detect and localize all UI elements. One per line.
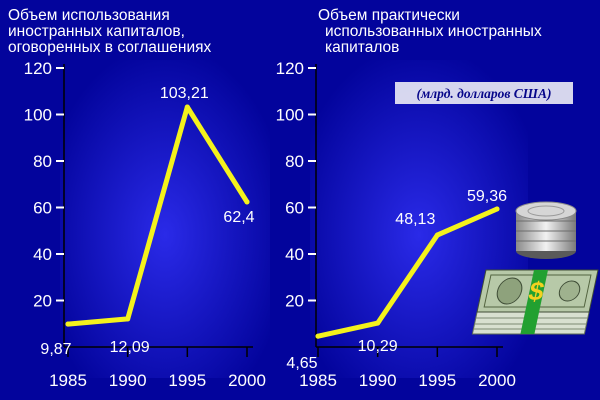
y-tick-label: 120 — [24, 59, 52, 78]
data-point — [125, 316, 131, 322]
left-chart-title-line-3: оговоренных в соглашениях — [8, 39, 212, 56]
right-chart-title-line-3: капиталов — [325, 39, 399, 56]
x-tick-label: 1990 — [359, 371, 397, 390]
x-tick-label: 1985 — [49, 371, 87, 390]
right-series: 4,65 10,29 48,13 59,36 — [286, 188, 507, 372]
svg-text:$: $ — [526, 276, 547, 306]
coin-stack-icon — [515, 201, 577, 259]
cash-bundle-icon: $ — [471, 269, 599, 335]
x-tick-label: 1995 — [418, 371, 456, 390]
unit-note: (млрд. долларов США) — [395, 82, 573, 104]
right-axes: 20 40 60 80 100 120 1985 1990 1995 2000 — [276, 59, 516, 390]
y-tick-label: 40 — [285, 245, 304, 264]
data-label: 4,65 — [286, 355, 317, 372]
left-chart: Объем использования иностранных капитало… — [8, 7, 270, 390]
left-series: 9,87 12,09 103,21 62,4 — [40, 85, 254, 358]
data-point — [494, 206, 500, 212]
data-label: 62,4 — [223, 209, 254, 226]
data-label: 48,13 — [395, 211, 435, 228]
x-tick-label: 2000 — [228, 371, 266, 390]
data-point — [315, 333, 321, 339]
series-line — [315, 206, 500, 339]
y-tick-label: 100 — [24, 106, 52, 125]
y-tick-label: 60 — [285, 199, 304, 218]
data-label: 12,09 — [110, 339, 150, 356]
data-point — [244, 199, 250, 205]
y-tick-label: 80 — [285, 152, 304, 171]
data-label: 10,29 — [358, 338, 398, 355]
left-axes: 20 40 60 80 100 120 1985 1990 1995 2000 — [24, 59, 266, 390]
data-point — [65, 321, 71, 327]
right-chart-title-line-1: Объем практически — [318, 7, 460, 24]
data-point — [434, 232, 440, 238]
unit-note-text: (млрд. долларов США) — [416, 86, 551, 101]
data-label: 9,87 — [40, 341, 71, 358]
unit-note-box — [395, 82, 573, 104]
x-tick-label: 1985 — [299, 371, 337, 390]
data-label: 59,36 — [467, 188, 507, 205]
x-tick-label: 2000 — [478, 371, 516, 390]
x-tick-label: 1995 — [168, 371, 206, 390]
y-tick-label: 80 — [33, 152, 52, 171]
right-chart-title-line-2: использованных иностранных — [325, 23, 542, 40]
x-tick-label: 1990 — [109, 371, 147, 390]
left-chart-title-line-2: иностранных капиталов, — [8, 23, 185, 40]
left-plot-area — [60, 60, 270, 378]
data-point — [184, 104, 190, 110]
y-tick-label: 40 — [33, 245, 52, 264]
y-tick-label: 20 — [285, 292, 304, 311]
series-line — [65, 104, 250, 327]
y-tick-label: 20 — [33, 292, 52, 311]
y-tick-label: 120 — [276, 59, 304, 78]
data-label: 103,21 — [160, 85, 209, 102]
data-point — [375, 320, 381, 326]
y-tick-label: 100 — [276, 106, 304, 125]
y-tick-label: 60 — [33, 199, 52, 218]
left-chart-title-line-1: Объем использования — [8, 7, 170, 24]
